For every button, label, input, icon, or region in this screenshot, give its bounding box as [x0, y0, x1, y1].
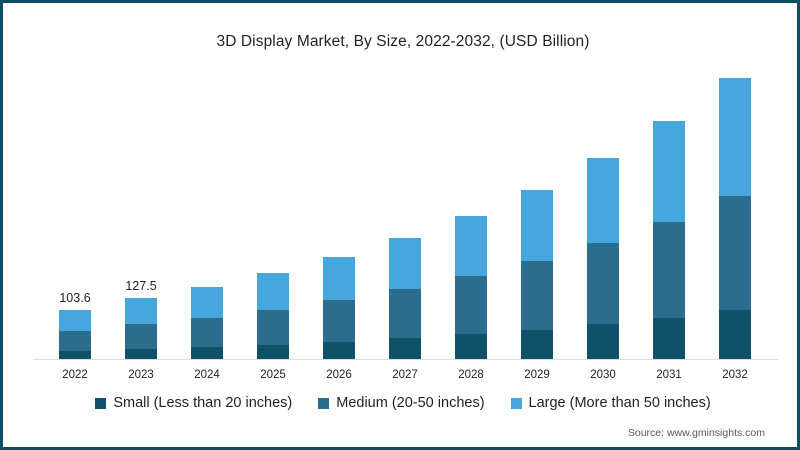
bar-segment-small[interactable]: [719, 309, 751, 360]
legend-label: Medium (20-50 inches): [336, 395, 485, 411]
bar-group: [653, 121, 685, 360]
x-tick-label-2028: 2028: [458, 369, 484, 381]
stacked-bar[interactable]: [389, 237, 421, 360]
stacked-bar[interactable]: [521, 189, 553, 360]
bar-segment-large[interactable]: [587, 158, 619, 244]
x-axis-tick-labels: 2022 2023 2024 2025 2026 2027 2028 2029 2030 2031…: [41, 369, 771, 389]
bar-segment-medium[interactable]: [389, 289, 421, 339]
plot-area: 103.6 127.5: [41, 73, 771, 360]
bar-segment-medium[interactable]: [587, 243, 619, 325]
legend-item[interactable]: Small (Less than 20 inches): [95, 395, 292, 411]
legend-label: Small (Less than 20 inches): [113, 395, 293, 411]
bar-segment-large[interactable]: [125, 298, 157, 325]
stacked-bar[interactable]: [191, 287, 223, 360]
bar-group: [587, 158, 619, 360]
bar-segment-large[interactable]: [257, 273, 289, 310]
bar-segment-small[interactable]: [455, 334, 487, 360]
x-tick-label-2026: 2026: [326, 369, 352, 381]
stacked-bar[interactable]: [719, 77, 751, 360]
bar-segment-small[interactable]: [587, 324, 619, 360]
bar-segment-medium[interactable]: [653, 221, 685, 318]
source-attribution: Source: www.gminsights.com: [627, 427, 765, 439]
bar-segment-medium[interactable]: [719, 196, 751, 310]
bar-group: [521, 189, 553, 360]
stacked-bar[interactable]: [257, 273, 289, 360]
stacked-bar[interactable]: [455, 215, 487, 360]
x-tick-label-2032: 2032: [722, 369, 748, 381]
bar-segment-small[interactable]: [653, 317, 685, 360]
bar-segment-small[interactable]: [389, 338, 421, 360]
bar-group: [191, 287, 223, 360]
bar-segment-large[interactable]: [59, 309, 91, 331]
bar-segment-small[interactable]: [59, 351, 91, 360]
x-tick-label-2030: 2030: [590, 369, 616, 381]
legend-item[interactable]: Medium (20-50 inches): [318, 395, 485, 411]
bar-segment-small[interactable]: [125, 349, 157, 360]
bar-segment-medium[interactable]: [59, 330, 91, 352]
stacked-bar[interactable]: [59, 309, 91, 360]
bar-segment-large[interactable]: [389, 237, 421, 290]
x-tick-label-2022: 2022: [62, 369, 88, 381]
bar-segment-small[interactable]: [521, 329, 553, 360]
bar-group: [455, 215, 487, 360]
stacked-bar[interactable]: [653, 121, 685, 360]
legend-swatch-icon: [95, 397, 107, 409]
bar-group: [389, 237, 421, 360]
bar-segment-large[interactable]: [653, 121, 685, 222]
bar-value-label: 127.5: [125, 278, 157, 293]
legend-swatch-icon: [318, 397, 330, 409]
legend-item[interactable]: Large (More than 50 inches): [510, 395, 711, 411]
bar-value-label: 103.6: [59, 290, 91, 305]
bar-segment-large[interactable]: [521, 189, 553, 262]
stacked-bar[interactable]: [323, 257, 355, 360]
x-axis-line: [33, 359, 778, 360]
bar-segment-large[interactable]: [191, 287, 223, 318]
bar-segment-small[interactable]: [191, 347, 223, 360]
x-tick-label-2023: 2023: [128, 369, 154, 381]
bar-group: 103.6: [59, 291, 91, 360]
bar-segment-medium[interactable]: [521, 261, 553, 330]
chart-legend: Small (Less than 20 inches) Medium (20-50…: [3, 395, 797, 411]
bar-group: [323, 257, 355, 360]
chart-title: 3D Display Market, By Size, 2022-2032, (…: [216, 33, 590, 50]
stacked-bar[interactable]: [587, 158, 619, 360]
x-tick-label-2024: 2024: [194, 369, 220, 381]
x-tick-label-2031: 2031: [656, 369, 682, 381]
x-tick-label-2025: 2025: [260, 369, 286, 381]
bar-segment-small[interactable]: [257, 344, 289, 360]
bar-segment-large[interactable]: [719, 77, 751, 197]
bar-segment-medium[interactable]: [191, 317, 223, 348]
x-tick-label-2029: 2029: [524, 369, 550, 381]
stacked-bar[interactable]: [125, 298, 157, 360]
bar-segment-small[interactable]: [323, 341, 355, 360]
bar-segment-medium[interactable]: [125, 324, 157, 350]
bar-segment-medium[interactable]: [455, 276, 487, 335]
bar-segment-medium[interactable]: [257, 309, 289, 345]
bar-group: [719, 77, 751, 360]
bar-segment-large[interactable]: [455, 215, 487, 277]
x-tick-label-2027: 2027: [392, 369, 418, 381]
legend-label: Large (More than 50 inches): [528, 395, 711, 411]
bar-group: [257, 273, 289, 360]
bar-group: 127.5: [125, 279, 157, 360]
legend-swatch-icon: [510, 397, 522, 409]
bar-segment-large[interactable]: [323, 257, 355, 301]
bar-segment-medium[interactable]: [323, 300, 355, 342]
